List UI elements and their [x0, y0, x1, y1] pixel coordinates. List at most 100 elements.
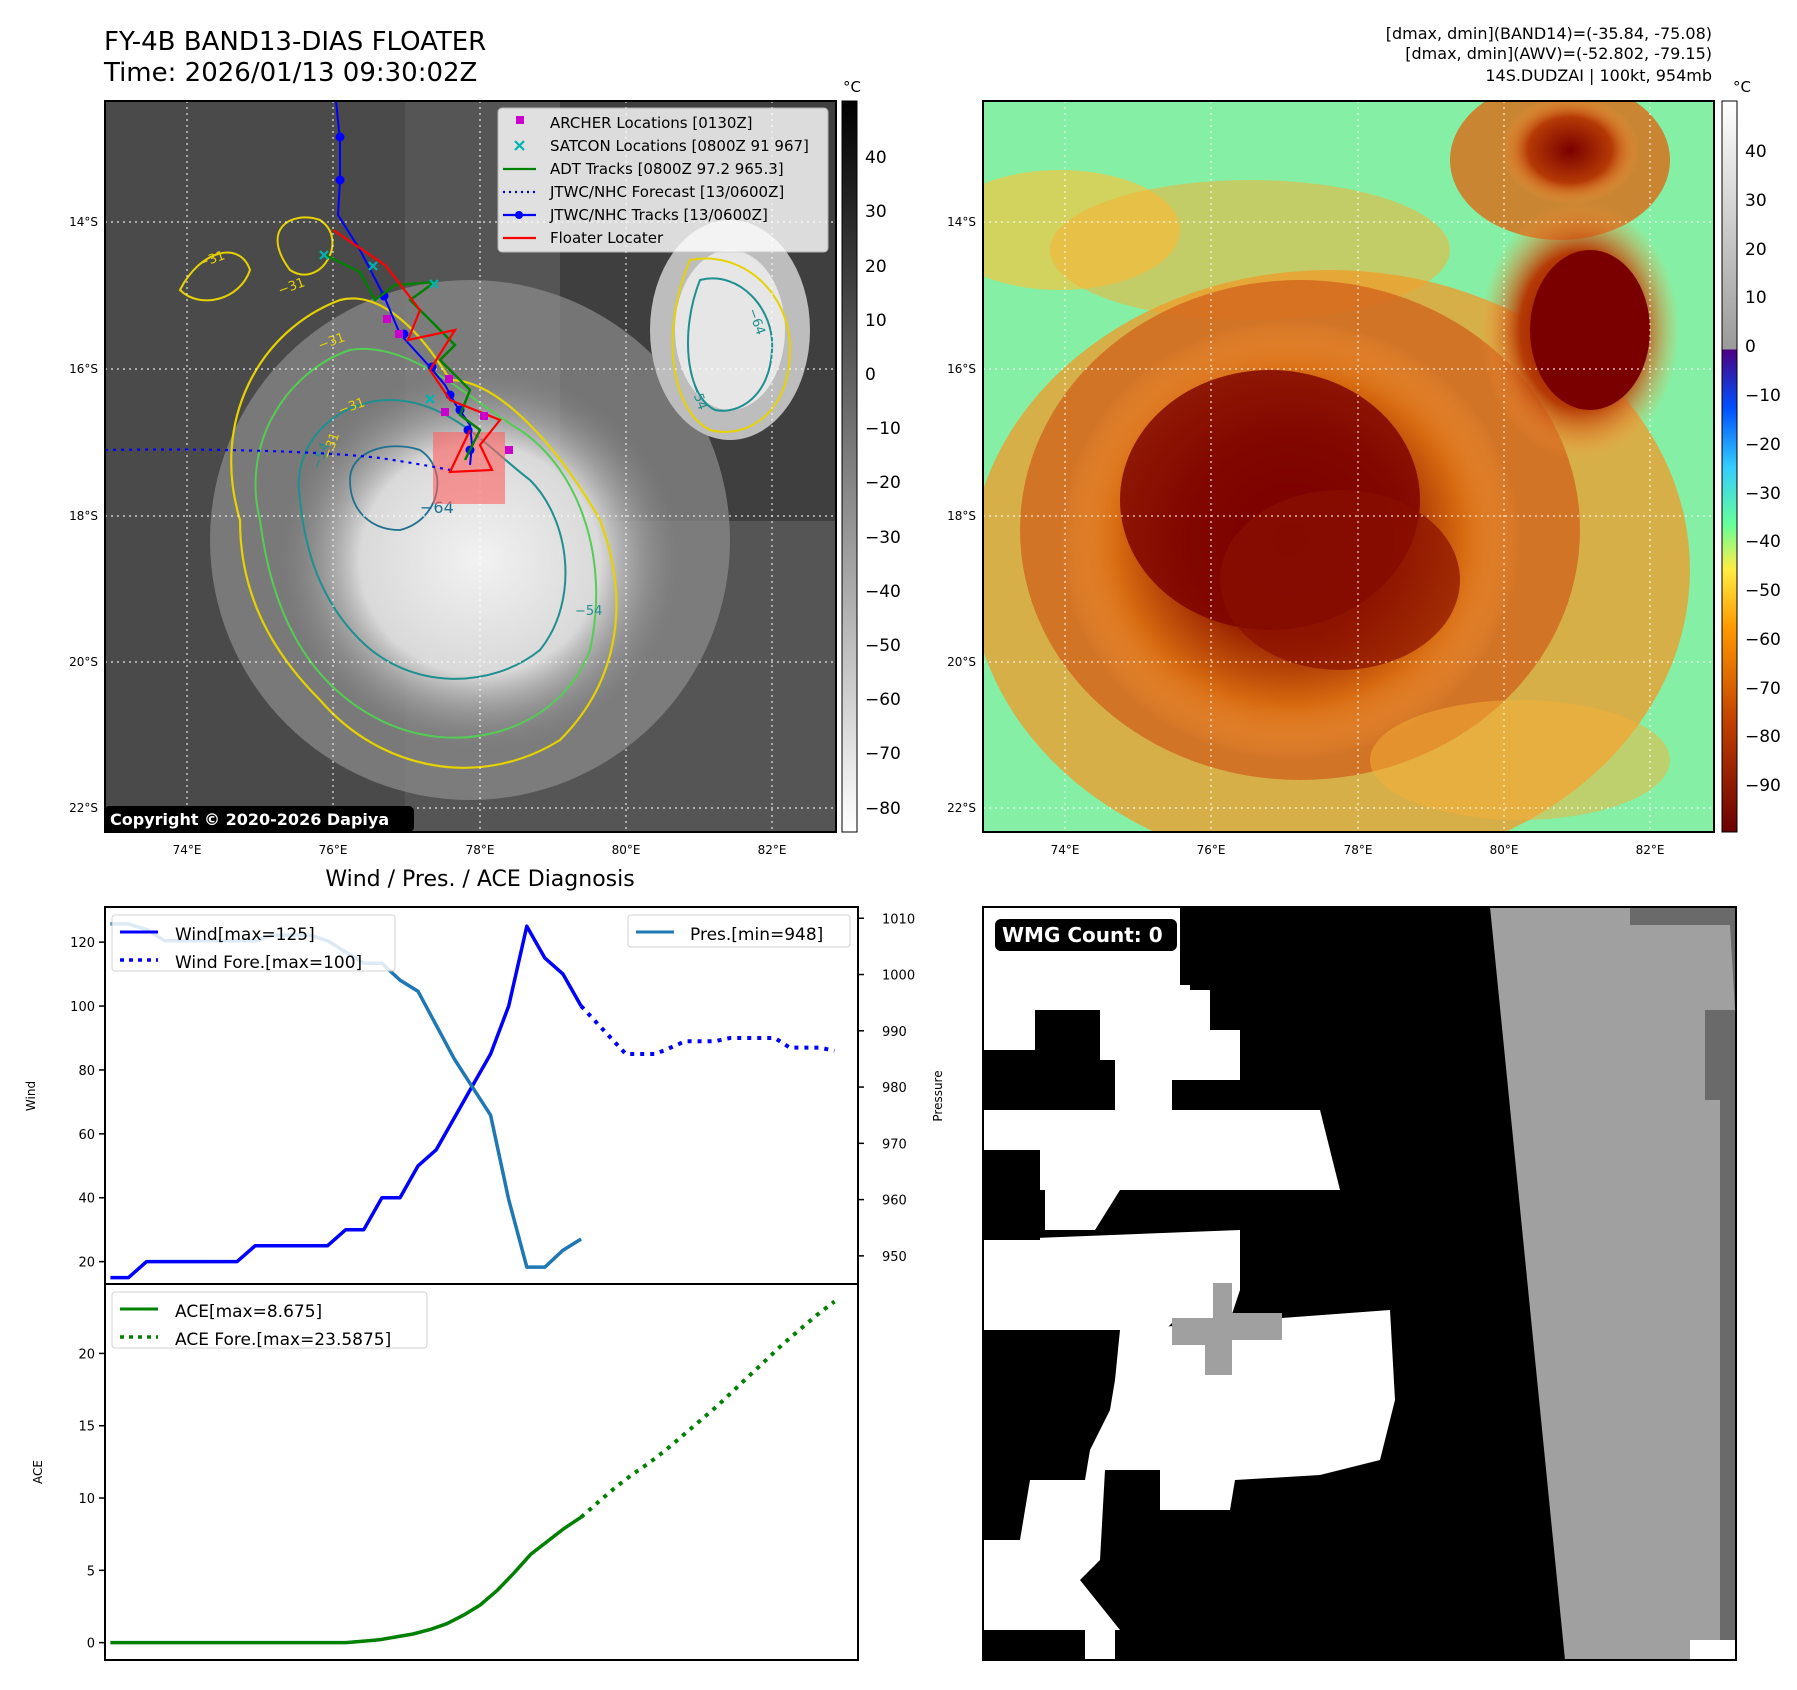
wind-series-line: [110, 924, 583, 1280]
ir-cb-tick: −10: [865, 419, 901, 439]
wind-tick-label: 60: [78, 1128, 95, 1143]
legend-wind: Wind[max=125]: [175, 925, 315, 945]
ir-lon-label: 80°E: [612, 843, 641, 857]
color-lon-label: 80°E: [1490, 843, 1519, 857]
contour-yellow: [230, 297, 618, 769]
color-lon-label: 76°E: [1197, 843, 1226, 857]
ir-lat-label: 16°S: [69, 362, 98, 376]
color-cb-tick: −10: [1745, 386, 1781, 406]
floater-locater-track: [332, 229, 502, 474]
legend-jtwc-forecast: JTWC/NHC Forecast [13/0600Z]: [549, 183, 784, 201]
legend-pressure: Pres.[min=948]: [690, 925, 823, 945]
color-gridlines: [983, 101, 1714, 832]
pressure-legend: Pres.[min=948]: [627, 914, 851, 948]
storm-info: 14S.DUDZAI | 100kt, 954mb: [1485, 66, 1712, 85]
color-cb-tick: −60: [1745, 630, 1781, 650]
satcon-markers: [319, 250, 439, 404]
ir-lon-label: 78°E: [466, 843, 495, 857]
pressure-tick-label: 960: [882, 1194, 907, 1209]
pressure-ylabel: Pressure: [931, 1070, 945, 1121]
wind-legend: Wind[max=125] Wind Fore.[max=100]: [111, 914, 396, 973]
color-map-frame: [982, 100, 1715, 833]
ace-ylabel: ACE: [31, 1460, 45, 1484]
ir-cb-tick: 10: [865, 311, 887, 331]
color-lat-label: 22°S: [947, 801, 976, 815]
ir-cb-tick: 40: [865, 148, 887, 168]
color-cb-tick: 10: [1745, 288, 1767, 308]
ace-chart: 0 5 10 15 20 ACE ACE[max=8.675] ACE Fore.[ma…: [31, 1283, 859, 1661]
wind-tick-label: 40: [78, 1192, 95, 1207]
pressure-tick-label: 1010: [882, 912, 915, 927]
contour-east: [671, 257, 792, 433]
figure-time: Time: 2026/01/13 09:30:02Z: [103, 58, 477, 88]
contour-green: [254, 347, 598, 739]
ace-series-line: [110, 1515, 583, 1645]
color-cb-tick: 40: [1745, 142, 1767, 162]
color-lat-label: 18°S: [947, 509, 976, 523]
color-colorbar-unit: °C: [1733, 78, 1751, 96]
ir-cb-tick: −80: [865, 799, 901, 819]
color-cb-tick: 20: [1745, 240, 1767, 260]
ace-forecast-line: [579, 1299, 836, 1519]
ir-lat-label: 18°S: [69, 509, 98, 523]
wmg-panel: WMG Count: 0: [983, 907, 1736, 1660]
contour-northwest: [276, 216, 334, 276]
legend-ace: ACE[max=8.675]: [175, 1302, 322, 1322]
ace-tick-label: 20: [78, 1347, 95, 1362]
color-colorbar: °C 40 30 20 10 0 −10 −20 −30 −40 −50 −60…: [1721, 78, 1781, 833]
color-map-panel: [983, 101, 1714, 832]
ir-cb-tick: 30: [865, 202, 887, 222]
ir-lat-label: 20°S: [69, 655, 98, 669]
pressure-series-line: [110, 922, 583, 1269]
wmg-count-label: WMG Count: 0: [1002, 923, 1163, 947]
ir-cb-tick: −40: [865, 582, 901, 602]
color-cb-tick: −80: [1745, 727, 1781, 747]
legend-wind-fore: Wind Fore.[max=100]: [175, 953, 362, 973]
ir-cb-tick: 0: [865, 365, 876, 385]
copyright-text: Copyright © 2020-2026 Dapiya: [110, 810, 389, 829]
color-lat-label: 14°S: [947, 215, 976, 229]
ace-legend: ACE[max=8.675] ACE Fore.[max=23.5875]: [111, 1291, 428, 1350]
ir-lat-label: 22°S: [69, 801, 98, 815]
ir-lon-label: 74°E: [173, 843, 202, 857]
color-cb-tick: −40: [1745, 532, 1781, 552]
pressure-tick-label: 970: [882, 1137, 907, 1152]
adt-track: [324, 253, 482, 461]
copyright-badge: Copyright © 2020-2026 Dapiya: [104, 806, 414, 832]
wind-tick-label: 120: [70, 936, 95, 951]
ace-tick-label: 0: [87, 1637, 95, 1652]
pressure-tick-label: 990: [882, 1025, 907, 1040]
ir-lon-label: 76°E: [319, 843, 348, 857]
ace-tick-label: 5: [87, 1564, 95, 1579]
ir-lat-label: 14°S: [69, 215, 98, 229]
ir-colorbar-unit: °C: [843, 78, 861, 96]
pressure-tick-label: 980: [882, 1081, 907, 1096]
ir-cb-tick: −70: [865, 744, 901, 764]
ace-tick-label: 15: [78, 1420, 95, 1435]
ace-plot-frame: [104, 1283, 859, 1661]
color-cb-tick: −30: [1745, 484, 1781, 504]
ir-colorbar: °C 40 30 20 10 0 −10 −20 −30 −40 −50 −60…: [841, 78, 901, 833]
wmg-frame: [982, 906, 1737, 1661]
color-cb-tick: −70: [1745, 679, 1781, 699]
ir-legend: ARCHER Locations [0130Z] SATCON Location…: [497, 107, 829, 253]
legend-jtwc-tracks: JTWC/NHC Tracks [13/0600Z]: [549, 206, 768, 224]
legend-archer: ARCHER Locations [0130Z]: [550, 114, 753, 132]
color-cb-tick: −50: [1745, 581, 1781, 601]
legend-ace-fore: ACE Fore.[max=23.5875]: [175, 1330, 391, 1350]
contour-teal: [297, 398, 567, 680]
wind-tick-label: 80: [78, 1064, 95, 1079]
legend-adt: ADT Tracks [0800Z 97.2 965.3]: [550, 160, 784, 178]
ir-cb-tick: −50: [865, 636, 901, 656]
wind-tick-label: 20: [78, 1256, 95, 1271]
legend-floater: Floater Locater: [550, 229, 664, 247]
color-lat-label: 16°S: [947, 362, 976, 376]
color-cb-tick: −90: [1745, 776, 1781, 796]
contour-label: −54: [575, 604, 602, 619]
ir-cb-tick: 20: [865, 257, 887, 277]
pressure-tick-label: 1000: [882, 969, 915, 984]
ir-map-frame: [104, 100, 837, 833]
color-cb-tick: −20: [1745, 435, 1781, 455]
wind-tick-label: 100: [70, 1000, 95, 1015]
